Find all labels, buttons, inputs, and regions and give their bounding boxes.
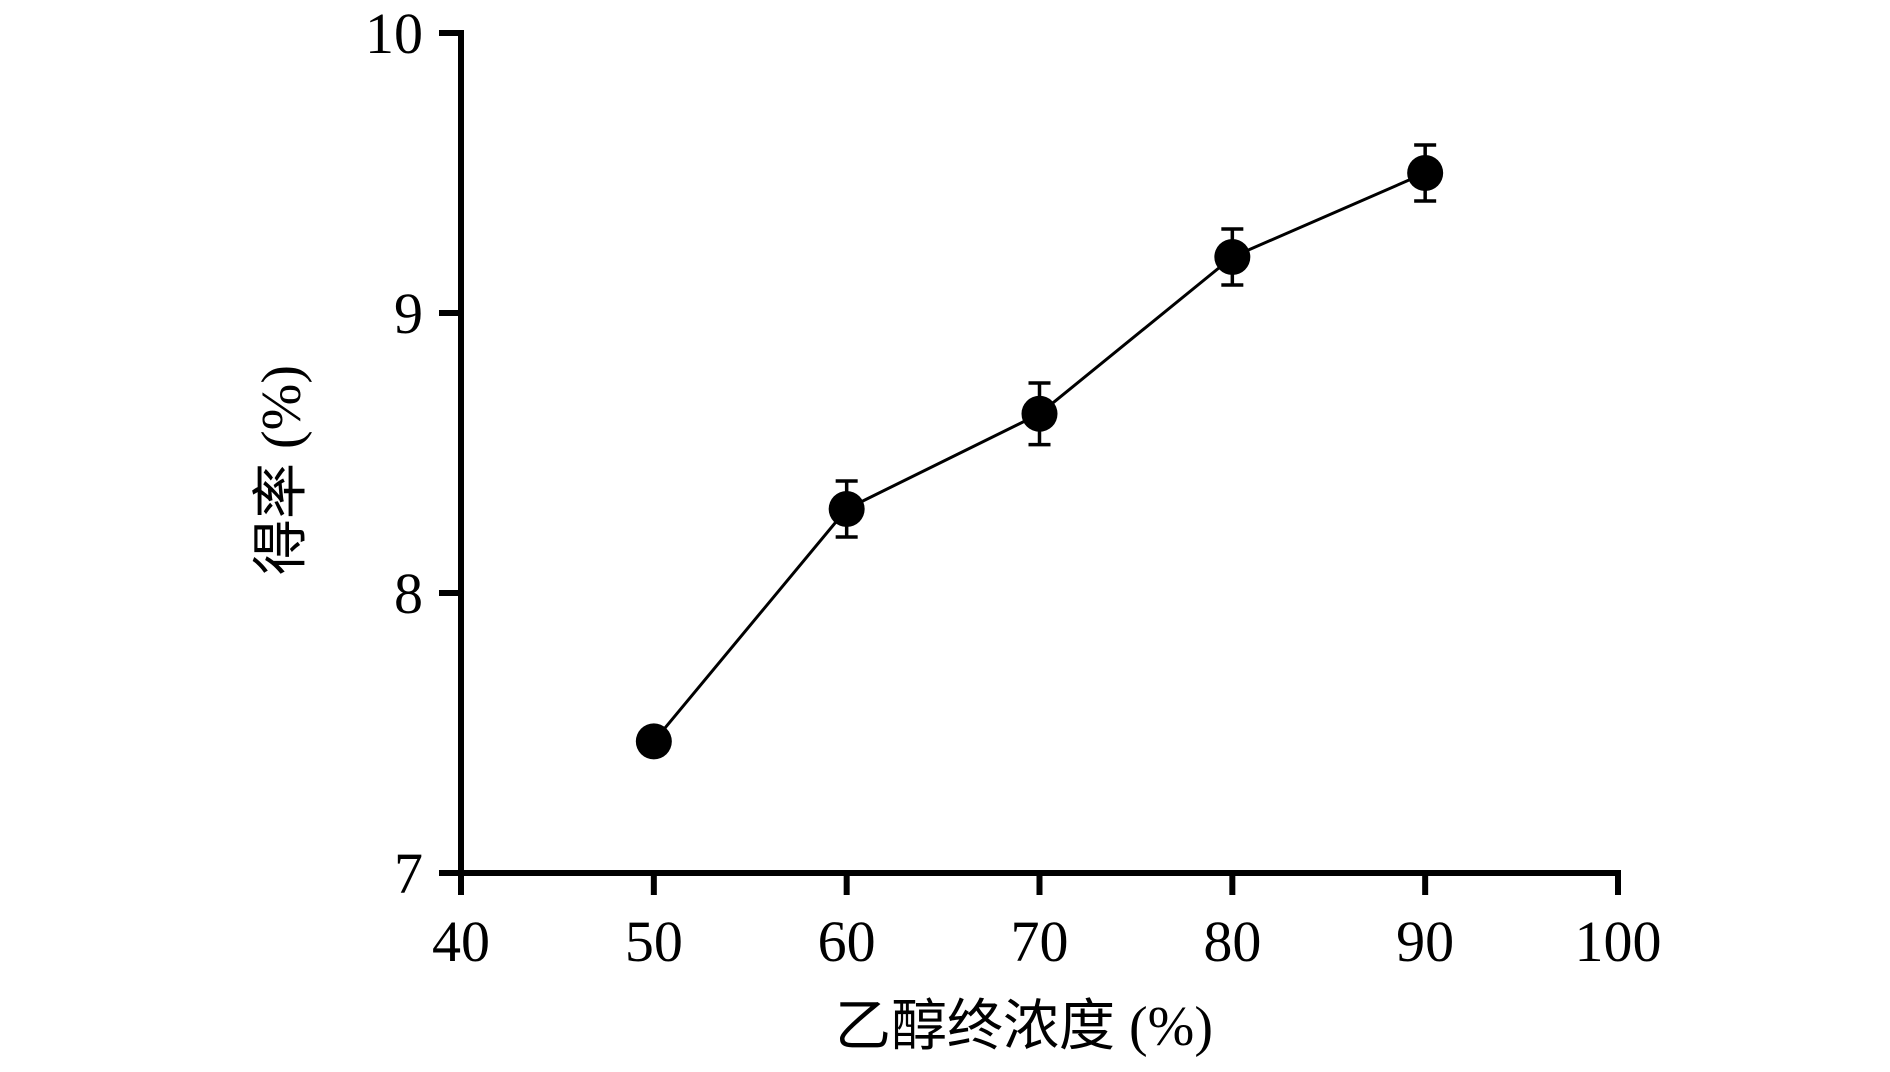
point: [1021, 395, 1058, 432]
x-tick-label: 80: [1203, 909, 1261, 974]
point: [1214, 239, 1251, 275]
point: [828, 491, 865, 527]
x-tick-label: 60: [818, 909, 876, 974]
x-tick-label: 50: [625, 909, 683, 974]
x-axis-label: 乙醇终浓度 (%): [835, 996, 1213, 1058]
point: [1407, 155, 1444, 191]
y-tick-label: 10: [365, 1, 423, 66]
x-tick-label: 100: [1575, 909, 1662, 974]
y-tick-label: 8: [394, 561, 423, 626]
x-tick-label: 40: [432, 909, 490, 974]
x-tick-label: 70: [1011, 909, 1069, 974]
point: [635, 723, 672, 760]
x-tick-label: 90: [1396, 909, 1454, 974]
y-tick-label: 7: [394, 841, 423, 906]
y-axis-label: 得率 (%): [251, 365, 313, 575]
series-line: [652, 171, 1426, 743]
y-tick-label: 9: [394, 281, 423, 346]
